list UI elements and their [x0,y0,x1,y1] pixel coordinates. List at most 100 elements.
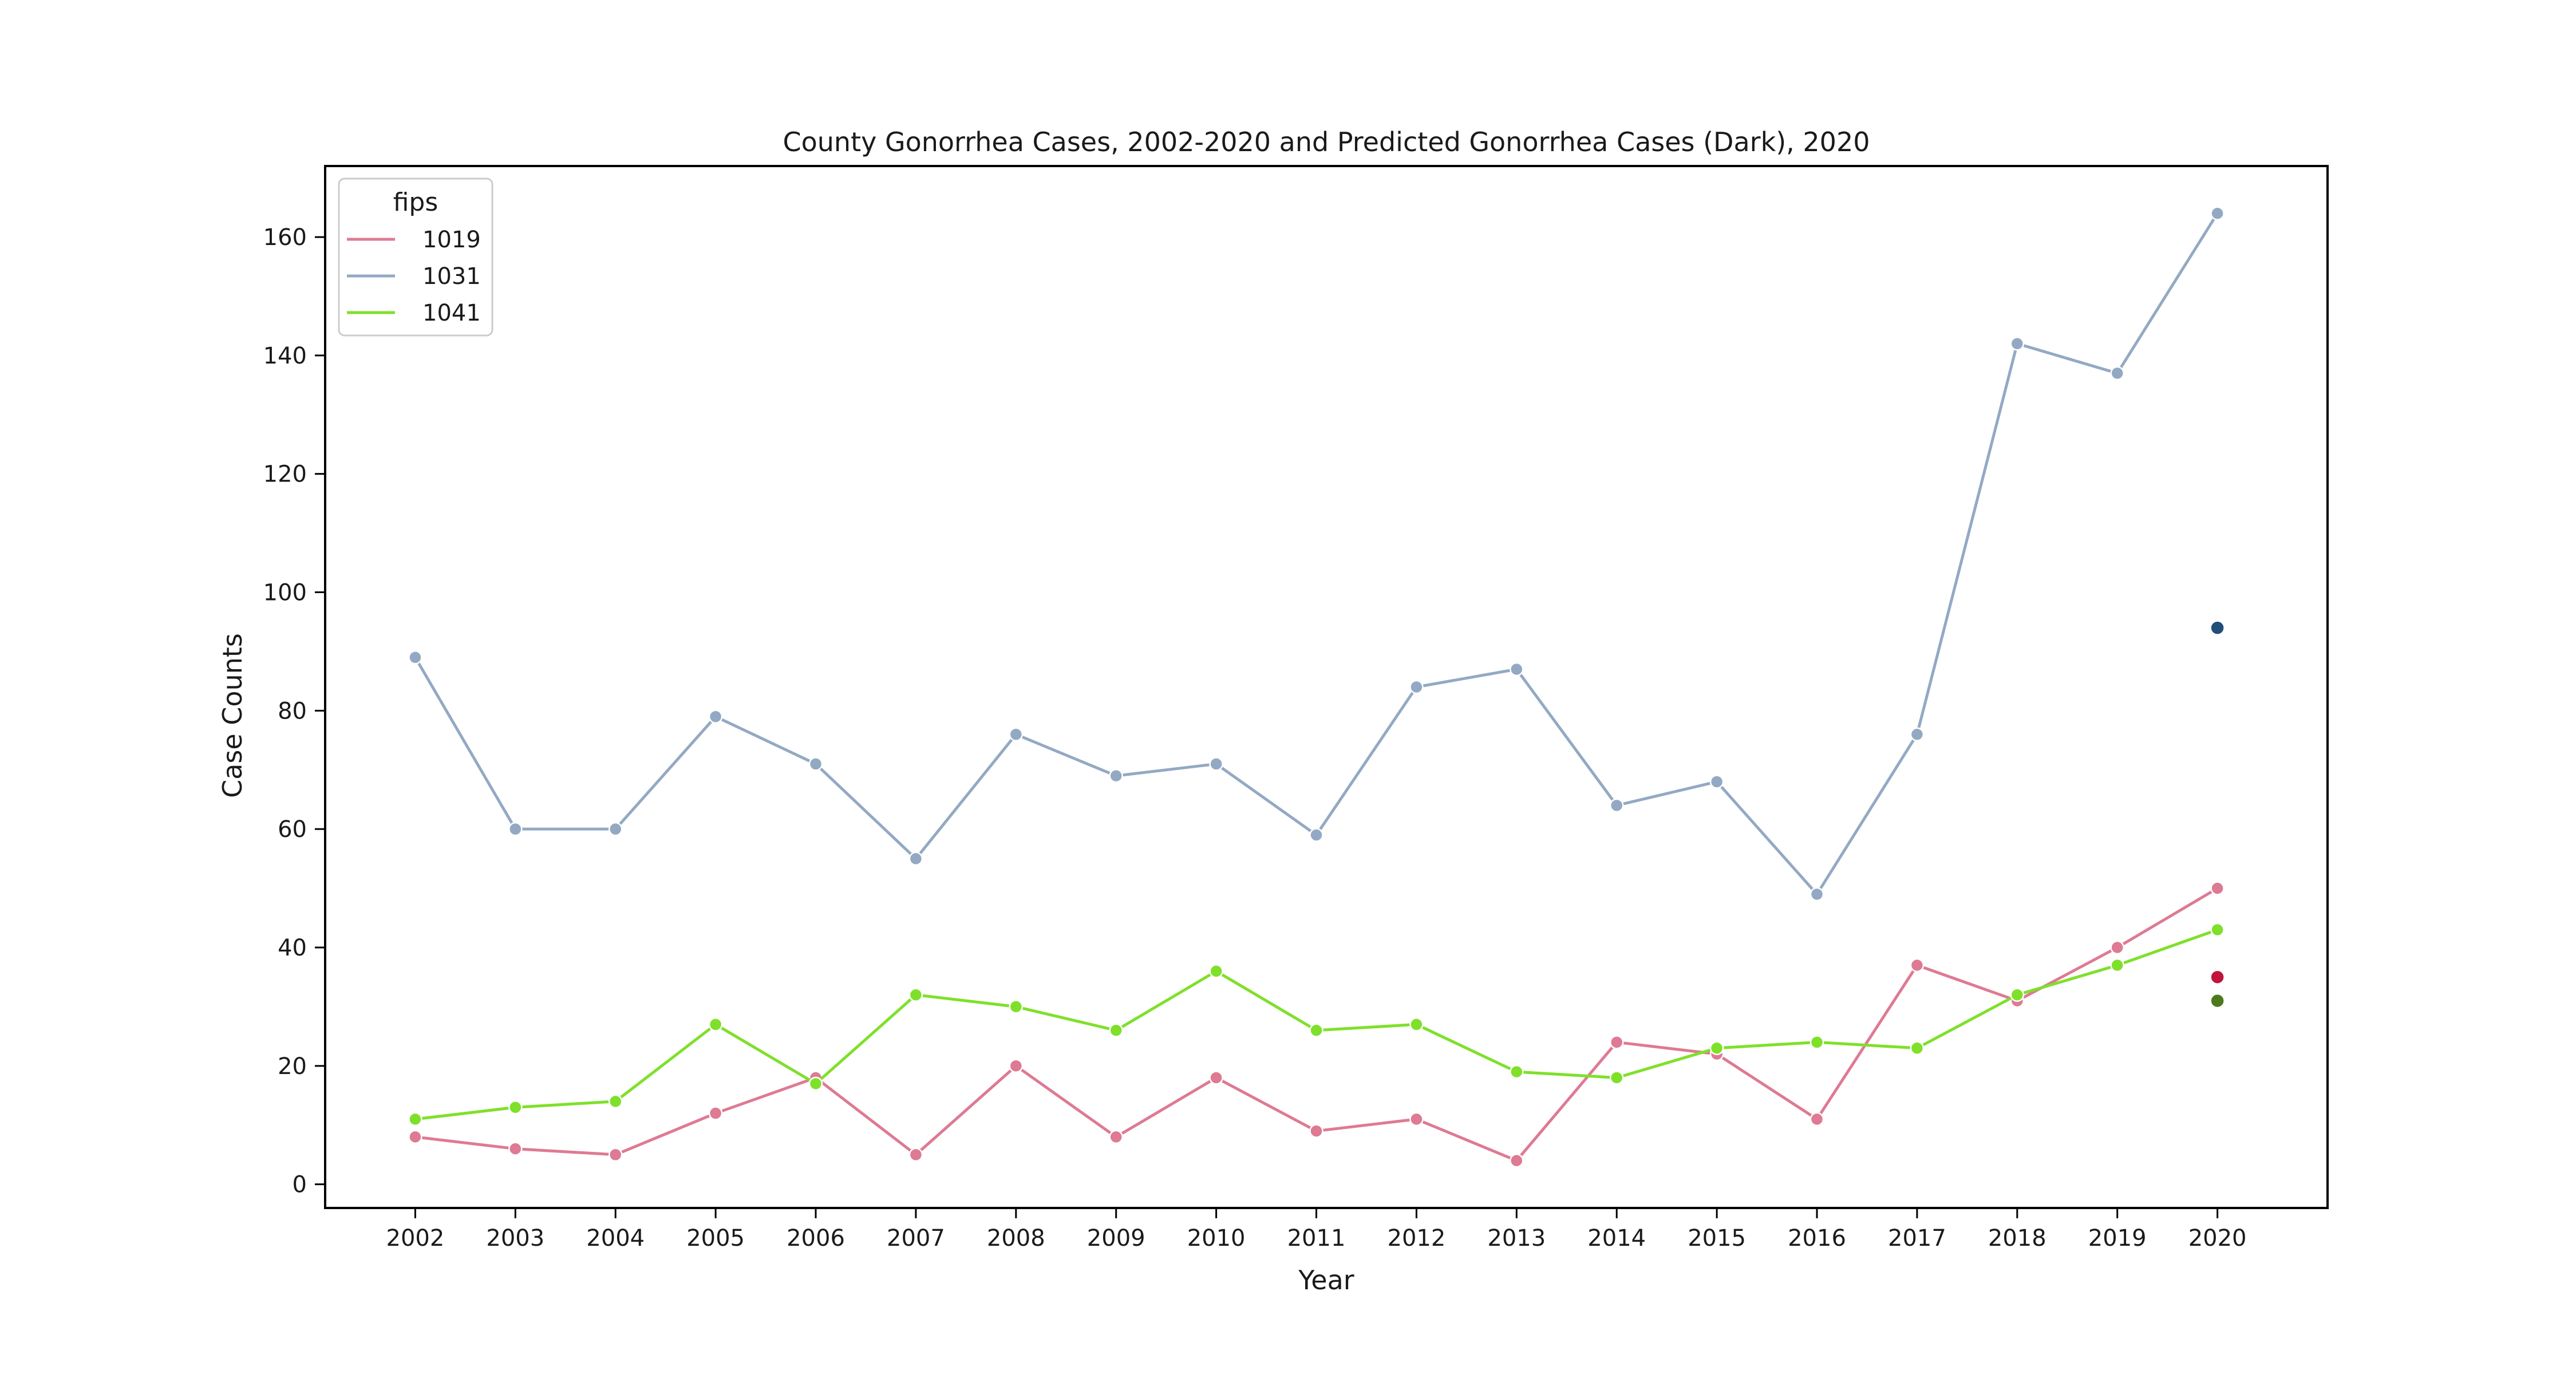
x-tick-label-2008: 2008 [987,1225,1045,1251]
legend-label-1041: 1041 [422,300,481,326]
point-1019-2011 [1309,1124,1323,1138]
point-1019-2014 [1609,1035,1624,1049]
point-1031-2004 [608,822,623,836]
point-1019-2004 [608,1147,623,1162]
point-1041-2006 [808,1076,823,1091]
x-tick-label-2016: 2016 [1788,1225,1846,1251]
x-tick-label-2015: 2015 [1688,1225,1746,1251]
chart-title: County Gonorrhea Cases, 2002-2020 and Pr… [783,127,1870,157]
point-1041-2016 [1809,1035,1824,1049]
point-1019-2013 [1510,1154,1524,1168]
point-1031-2013 [1510,662,1524,677]
point-1041-2002 [408,1112,422,1127]
point-1019-2009 [1109,1130,1123,1144]
point-1031-2008 [1009,727,1024,741]
point-1041-2010 [1209,964,1223,978]
point-1031-2009 [1109,768,1123,783]
point-1041-2007 [908,988,923,1002]
point-1041-2018 [2010,988,2025,1002]
x-tick-label-2004: 2004 [586,1225,645,1251]
x-tick-label-2005: 2005 [686,1225,745,1251]
x-tick-label-2006: 2006 [787,1225,845,1251]
point-1019-2010 [1209,1071,1223,1085]
legend: fips 1019 1031 1041 [338,177,493,337]
point-1031-2020 [2210,206,2225,220]
x-axis-label: Year [1298,1265,1354,1296]
predicted-point-1031 [2210,620,2225,635]
point-1031-2005 [708,709,723,724]
y-tick-label-20: 20 [278,1053,307,1080]
point-1031-2019 [2110,366,2124,381]
y-tick-label-120: 120 [263,461,307,488]
point-1041-2020 [2210,922,2225,937]
series-1019 [408,881,2225,1168]
y-tick-label-40: 40 [278,935,307,961]
point-1019-2008 [1009,1059,1024,1073]
point-1041-2008 [1009,1000,1024,1014]
point-1041-2003 [508,1100,523,1115]
x-tick-label-2020: 2020 [2188,1225,2247,1251]
point-1031-2011 [1309,828,1323,842]
y-tick-label-60: 60 [278,816,307,843]
y-tick-label-100: 100 [263,580,307,606]
point-1031-2002 [408,650,422,665]
point-1031-2012 [1409,680,1424,694]
point-1041-2014 [1609,1071,1624,1085]
point-1031-2016 [1809,887,1824,902]
point-1019-2002 [408,1130,422,1144]
point-1031-2014 [1609,798,1624,813]
point-1041-2011 [1309,1023,1323,1038]
x-tick-label-2012: 2012 [1388,1225,1446,1251]
series-1031 [408,206,2225,902]
point-1019-2012 [1409,1112,1424,1127]
point-1031-2015 [1709,775,1724,789]
point-1019-2017 [1910,958,1925,973]
point-1041-2005 [708,1017,723,1032]
plot-area [324,165,2329,1209]
legend-label-1019: 1019 [422,227,481,253]
x-tick-label-2018: 2018 [1988,1225,2046,1251]
x-tick-label-2007: 2007 [887,1225,945,1251]
point-1031-2003 [508,822,523,836]
y-tick-label-160: 160 [263,224,307,251]
point-1031-2007 [908,851,923,866]
x-tick-label-2013: 2013 [1487,1225,1546,1251]
y-axis-label: Case Counts [217,633,248,798]
y-tick-label-80: 80 [278,698,307,724]
point-1041-2012 [1409,1017,1424,1032]
point-1031-2006 [808,757,823,771]
legend-title: fips [393,188,438,217]
series-1041 [408,922,2225,1127]
y-tick-label-0: 0 [293,1172,307,1198]
x-tick-label-2002: 2002 [386,1225,445,1251]
point-1031-2017 [1910,727,1925,741]
point-1019-2003 [508,1142,523,1156]
point-1041-2009 [1109,1023,1123,1038]
point-1019-2019 [2110,940,2124,955]
x-tick-label-2010: 2010 [1187,1225,1246,1251]
point-1019-2007 [908,1147,923,1162]
predicted-point-1019 [2210,969,2225,985]
x-tick-label-2011: 2011 [1287,1225,1346,1251]
point-1019-2016 [1809,1112,1824,1127]
predicted-layer [2210,620,2225,1009]
point-1041-2013 [1510,1064,1524,1079]
x-axis: 2002 2003 2004 2005 2006 2007 2008 2009 2010 2011… [386,1208,2247,1251]
point-1041-2017 [1910,1041,1925,1056]
point-1041-2004 [608,1094,623,1109]
legend-frame [338,177,493,337]
x-tick-label-2014: 2014 [1587,1225,1646,1251]
point-1041-2019 [2110,958,2124,973]
x-tick-label-2003: 2003 [486,1225,544,1251]
legend-label-1031: 1031 [422,263,481,290]
point-1031-2018 [2010,336,2025,351]
y-axis: 0 20 40 60 80 100 120 140 160 [263,224,325,1198]
plot-frame [324,165,2329,1209]
series-layer [408,206,2225,1168]
point-1019-2020 [2210,881,2225,895]
point-1019-2005 [708,1106,723,1120]
y-tick-label-140: 140 [263,343,307,369]
series-line-1031 [414,212,2219,896]
x-tick-label-2019: 2019 [2088,1225,2147,1251]
